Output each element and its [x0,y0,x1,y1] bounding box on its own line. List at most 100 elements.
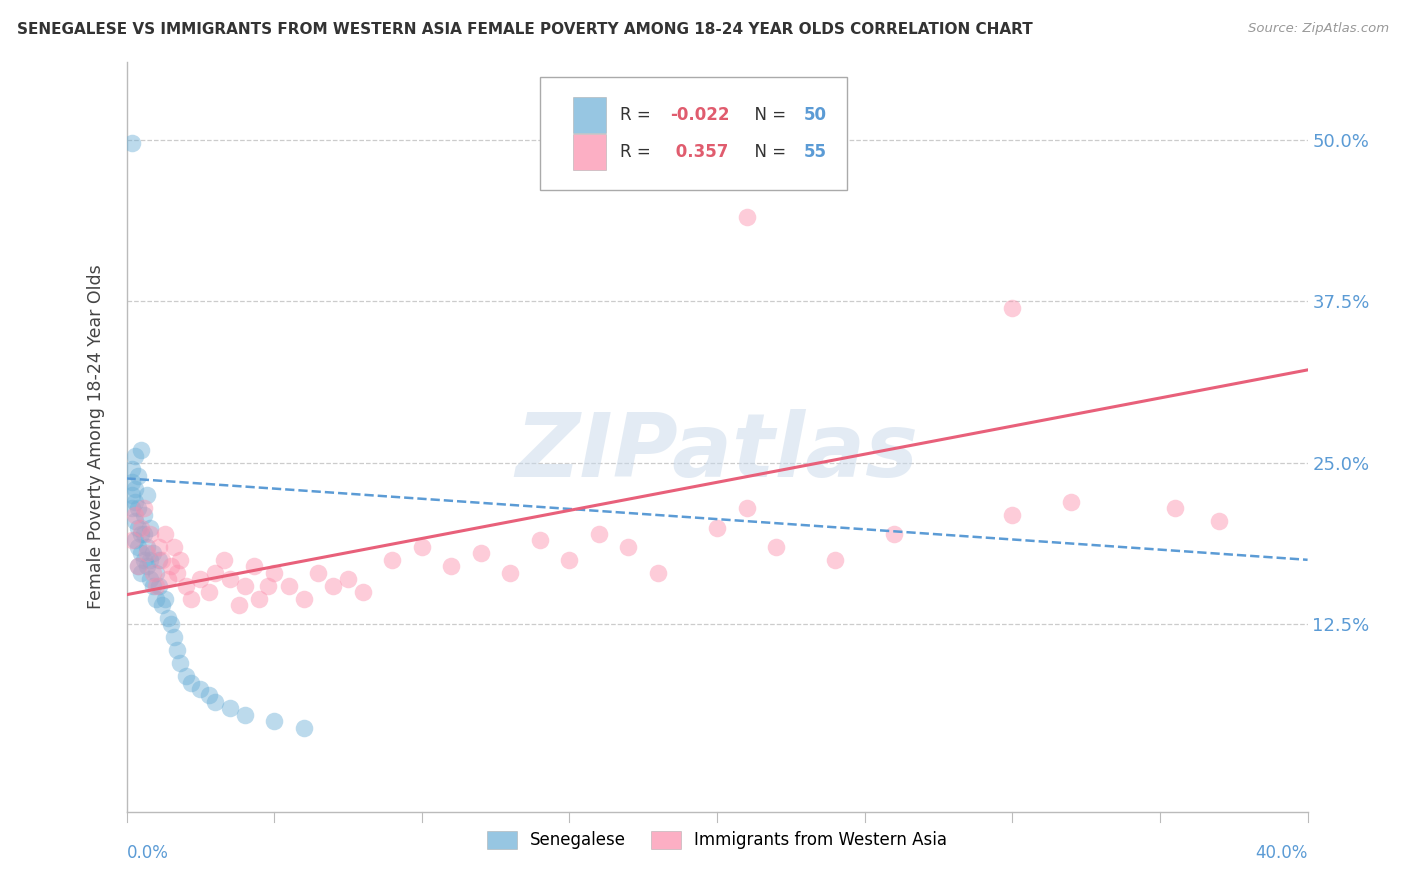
Point [139,520,162,534]
Point [166,566,188,580]
Point [134,527,156,541]
FancyBboxPatch shape [540,78,846,190]
Text: SENEGALESE VS IMMIGRANTS FROM WESTERN ASIA FEMALE POVERTY AMONG 18-24 YEAR OLDS : SENEGALESE VS IMMIGRANTS FROM WESTERN AS… [17,22,1032,37]
Point [136,559,159,574]
Point [166,643,188,657]
Point [169,656,191,670]
Point [1164,501,1187,516]
Point [233,707,256,722]
Point [440,559,463,574]
Text: -0.022: -0.022 [669,106,730,124]
Point [124,533,146,548]
Point [127,559,149,574]
Point [180,675,202,690]
Point [145,591,167,606]
Point [124,450,146,464]
Text: 0.0%: 0.0% [127,844,169,862]
Point [242,559,264,574]
Point [292,721,315,735]
Point [411,540,433,554]
Point [198,689,221,703]
Point [1060,494,1083,508]
Legend: Senegalese, Immigrants from Western Asia: Senegalese, Immigrants from Western Asia [479,824,955,855]
Point [163,540,186,554]
Point [134,553,156,567]
Point [150,553,173,567]
Point [121,533,143,548]
Point [212,553,235,567]
Point [263,714,285,729]
Point [735,211,758,225]
Point [647,566,669,580]
Point [129,520,153,534]
Point [139,527,162,541]
Point [142,566,165,580]
Point [134,508,156,522]
Point [127,540,149,554]
Point [558,553,581,567]
Point [219,572,242,586]
Point [145,566,167,580]
Point [145,579,167,593]
Point [188,572,212,586]
Point [735,501,758,516]
Point [150,598,173,612]
Point [129,527,153,541]
Point [153,591,176,606]
Point [204,566,226,580]
Point [233,579,256,593]
Text: 40.0%: 40.0% [1256,844,1308,862]
Point [127,468,149,483]
Bar [574,135,606,170]
Point [249,591,271,606]
Point [180,591,202,606]
Point [188,681,212,696]
Point [257,579,280,593]
Point [322,579,344,593]
Point [129,546,153,560]
Point [121,501,143,516]
Point [470,546,492,560]
Point [121,475,143,490]
Point [136,488,159,502]
Point [1208,514,1230,528]
Text: N =: N = [744,144,792,161]
Point [337,572,360,586]
Point [148,553,170,567]
Point [124,494,146,508]
Point [124,514,146,528]
Point [148,540,170,554]
Text: R =: R = [620,144,657,161]
Point [121,488,143,502]
Point [219,701,242,715]
Point [124,482,146,496]
Point [292,591,315,606]
Point [204,695,226,709]
Point [1001,301,1024,315]
Point [174,579,197,593]
Point [139,572,162,586]
Point [156,572,179,586]
Point [160,617,183,632]
Point [160,559,183,574]
Text: N =: N = [744,106,792,124]
Point [174,669,197,683]
Point [883,527,905,541]
Point [263,566,285,580]
Point [765,540,787,554]
Point [588,527,610,541]
Point [1001,508,1024,522]
Point [134,501,156,516]
Point [124,508,146,522]
Text: 55: 55 [803,144,827,161]
Point [139,553,162,567]
Point [156,611,179,625]
Text: R =: R = [620,106,657,124]
Text: 0.357: 0.357 [669,144,728,161]
Point [381,553,404,567]
Point [278,579,301,593]
Point [499,566,522,580]
Point [308,566,330,580]
Point [142,579,165,593]
Y-axis label: Female Poverty Among 18-24 Year Olds: Female Poverty Among 18-24 Year Olds [87,265,105,609]
